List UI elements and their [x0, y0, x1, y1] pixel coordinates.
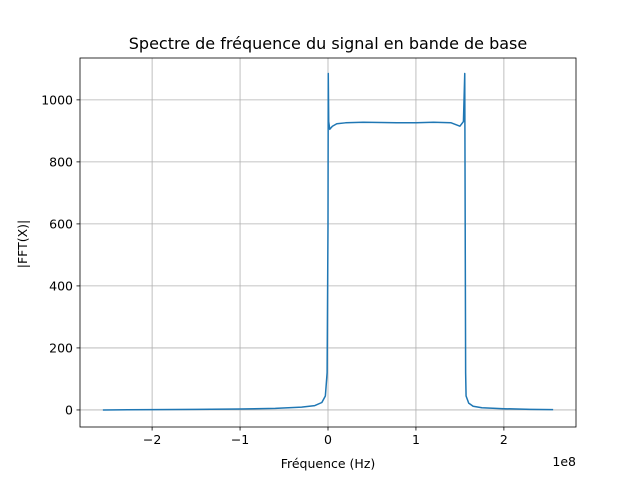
- y-tick-label: 200: [49, 340, 73, 355]
- chart-title: Spectre de fréquence du signal en bande …: [129, 34, 527, 53]
- y-tick-label: 800: [49, 154, 73, 169]
- x-tick-label: 0: [324, 432, 332, 447]
- x-tick-label: 2: [500, 432, 508, 447]
- x-tick-label: −1: [231, 432, 249, 447]
- y-tick-label: 600: [49, 216, 73, 231]
- x-axis-offset-label: 1e8: [552, 454, 576, 469]
- axis-ticks: −2 −1 0 1 2 0 200 400 600 800 1000: [41, 92, 508, 447]
- y-tick-label: 1000: [41, 92, 73, 107]
- y-axis-label: |FFT(X)|: [15, 220, 30, 269]
- plot-area: [102, 72, 554, 411]
- y-tick-label: 400: [49, 278, 73, 293]
- x-axis-label: Fréquence (Hz): [281, 456, 376, 471]
- x-tick-label: −2: [143, 432, 161, 447]
- y-tick-label: 0: [65, 402, 73, 417]
- x-tick-label: 1: [412, 432, 420, 447]
- series-line-fft: [102, 72, 554, 411]
